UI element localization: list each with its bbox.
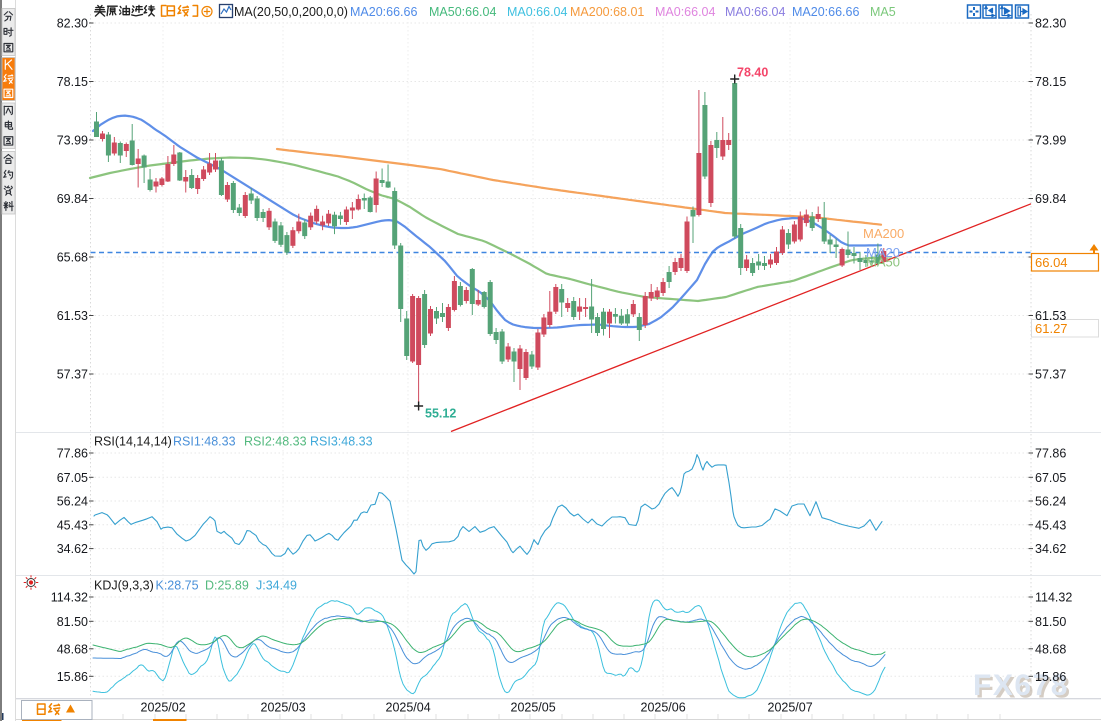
svg-text:69.84: 69.84 bbox=[57, 192, 88, 206]
svg-text:RSI2:48.33: RSI2:48.33 bbox=[244, 435, 307, 449]
svg-text:MA0:66.04: MA0:66.04 bbox=[507, 5, 568, 19]
svg-text:2025/03: 2025/03 bbox=[261, 701, 306, 715]
svg-text:78.15: 78.15 bbox=[1035, 75, 1066, 89]
svg-text:78.15: 78.15 bbox=[57, 75, 88, 89]
svg-text:48.68: 48.68 bbox=[57, 642, 88, 656]
svg-text:73.99: 73.99 bbox=[57, 134, 88, 148]
svg-text:114.32: 114.32 bbox=[1035, 591, 1072, 605]
svg-text:FX678: FX678 bbox=[973, 669, 1069, 702]
svg-text:77.86: 77.86 bbox=[1035, 447, 1066, 461]
svg-text:34.62: 34.62 bbox=[57, 542, 88, 556]
svg-text:2025/04: 2025/04 bbox=[386, 701, 431, 715]
svg-text:81.50: 81.50 bbox=[1035, 615, 1066, 629]
svg-text:67.05: 67.05 bbox=[57, 471, 88, 485]
svg-text:2025/06: 2025/06 bbox=[641, 701, 686, 715]
svg-text:61.53: 61.53 bbox=[1035, 309, 1066, 323]
svg-text:D:25.89: D:25.89 bbox=[205, 579, 249, 593]
svg-text:K:28.75: K:28.75 bbox=[156, 579, 199, 593]
svg-text:MA(20,50,0,200,0,0): MA(20,50,0,200,0,0) bbox=[234, 5, 348, 19]
svg-text:55.12: 55.12 bbox=[425, 407, 456, 421]
svg-text:48.68: 48.68 bbox=[1035, 642, 1066, 656]
svg-text:MA0:66.04: MA0:66.04 bbox=[725, 5, 786, 19]
svg-text:MA5: MA5 bbox=[870, 5, 896, 19]
svg-text:2025/07: 2025/07 bbox=[768, 701, 813, 715]
svg-text:2025/02: 2025/02 bbox=[141, 701, 186, 715]
svg-text:82.30: 82.30 bbox=[1035, 17, 1066, 31]
svg-text:45.43: 45.43 bbox=[57, 518, 88, 532]
svg-text:MA0:66.04: MA0:66.04 bbox=[655, 5, 716, 19]
svg-text:15.86: 15.86 bbox=[57, 670, 88, 684]
svg-text:57.37: 57.37 bbox=[57, 368, 88, 382]
svg-text:61.27: 61.27 bbox=[1035, 321, 1068, 336]
svg-text:MA200: MA200 bbox=[863, 226, 904, 241]
svg-text:34.62: 34.62 bbox=[1035, 542, 1066, 556]
svg-text:RSI1:48.33: RSI1:48.33 bbox=[173, 435, 236, 449]
svg-text:114.32: 114.32 bbox=[51, 591, 88, 605]
svg-text:MA20:66.66: MA20:66.66 bbox=[792, 5, 859, 19]
svg-text:57.37: 57.37 bbox=[1035, 368, 1066, 382]
svg-text:77.86: 77.86 bbox=[57, 447, 88, 461]
svg-text:2025/05: 2025/05 bbox=[511, 701, 556, 715]
svg-text:J:34.49: J:34.49 bbox=[256, 579, 297, 593]
svg-text:MA50:66.04: MA50:66.04 bbox=[429, 5, 496, 19]
svg-text:67.05: 67.05 bbox=[1035, 471, 1066, 485]
svg-text:RSI3:48.33: RSI3:48.33 bbox=[310, 435, 373, 449]
svg-text:MA20: MA20 bbox=[866, 245, 900, 260]
svg-text:78.40: 78.40 bbox=[737, 66, 768, 80]
svg-text:45.43: 45.43 bbox=[1035, 518, 1066, 532]
svg-text:KDJ(9,3,3): KDJ(9,3,3) bbox=[94, 579, 154, 593]
svg-text:82.30: 82.30 bbox=[57, 17, 88, 31]
svg-text:RSI(14,14,14): RSI(14,14,14) bbox=[94, 435, 172, 449]
svg-text:FX678: FX678 bbox=[976, 672, 1072, 705]
svg-text:65.68: 65.68 bbox=[57, 251, 88, 265]
svg-text:73.99: 73.99 bbox=[1035, 134, 1066, 148]
svg-text:56.24: 56.24 bbox=[57, 495, 88, 509]
svg-text:61.53: 61.53 bbox=[57, 309, 88, 323]
svg-text:56.24: 56.24 bbox=[1035, 495, 1066, 509]
svg-text:69.84: 69.84 bbox=[1035, 192, 1066, 206]
svg-text:81.50: 81.50 bbox=[57, 615, 88, 629]
svg-text:15.86: 15.86 bbox=[1035, 670, 1066, 684]
svg-text:66.04: 66.04 bbox=[1035, 255, 1068, 270]
svg-text:MA50: MA50 bbox=[866, 255, 900, 270]
svg-text:MA200:68.01: MA200:68.01 bbox=[570, 5, 644, 19]
svg-text:MA20:66.66: MA20:66.66 bbox=[350, 5, 417, 19]
